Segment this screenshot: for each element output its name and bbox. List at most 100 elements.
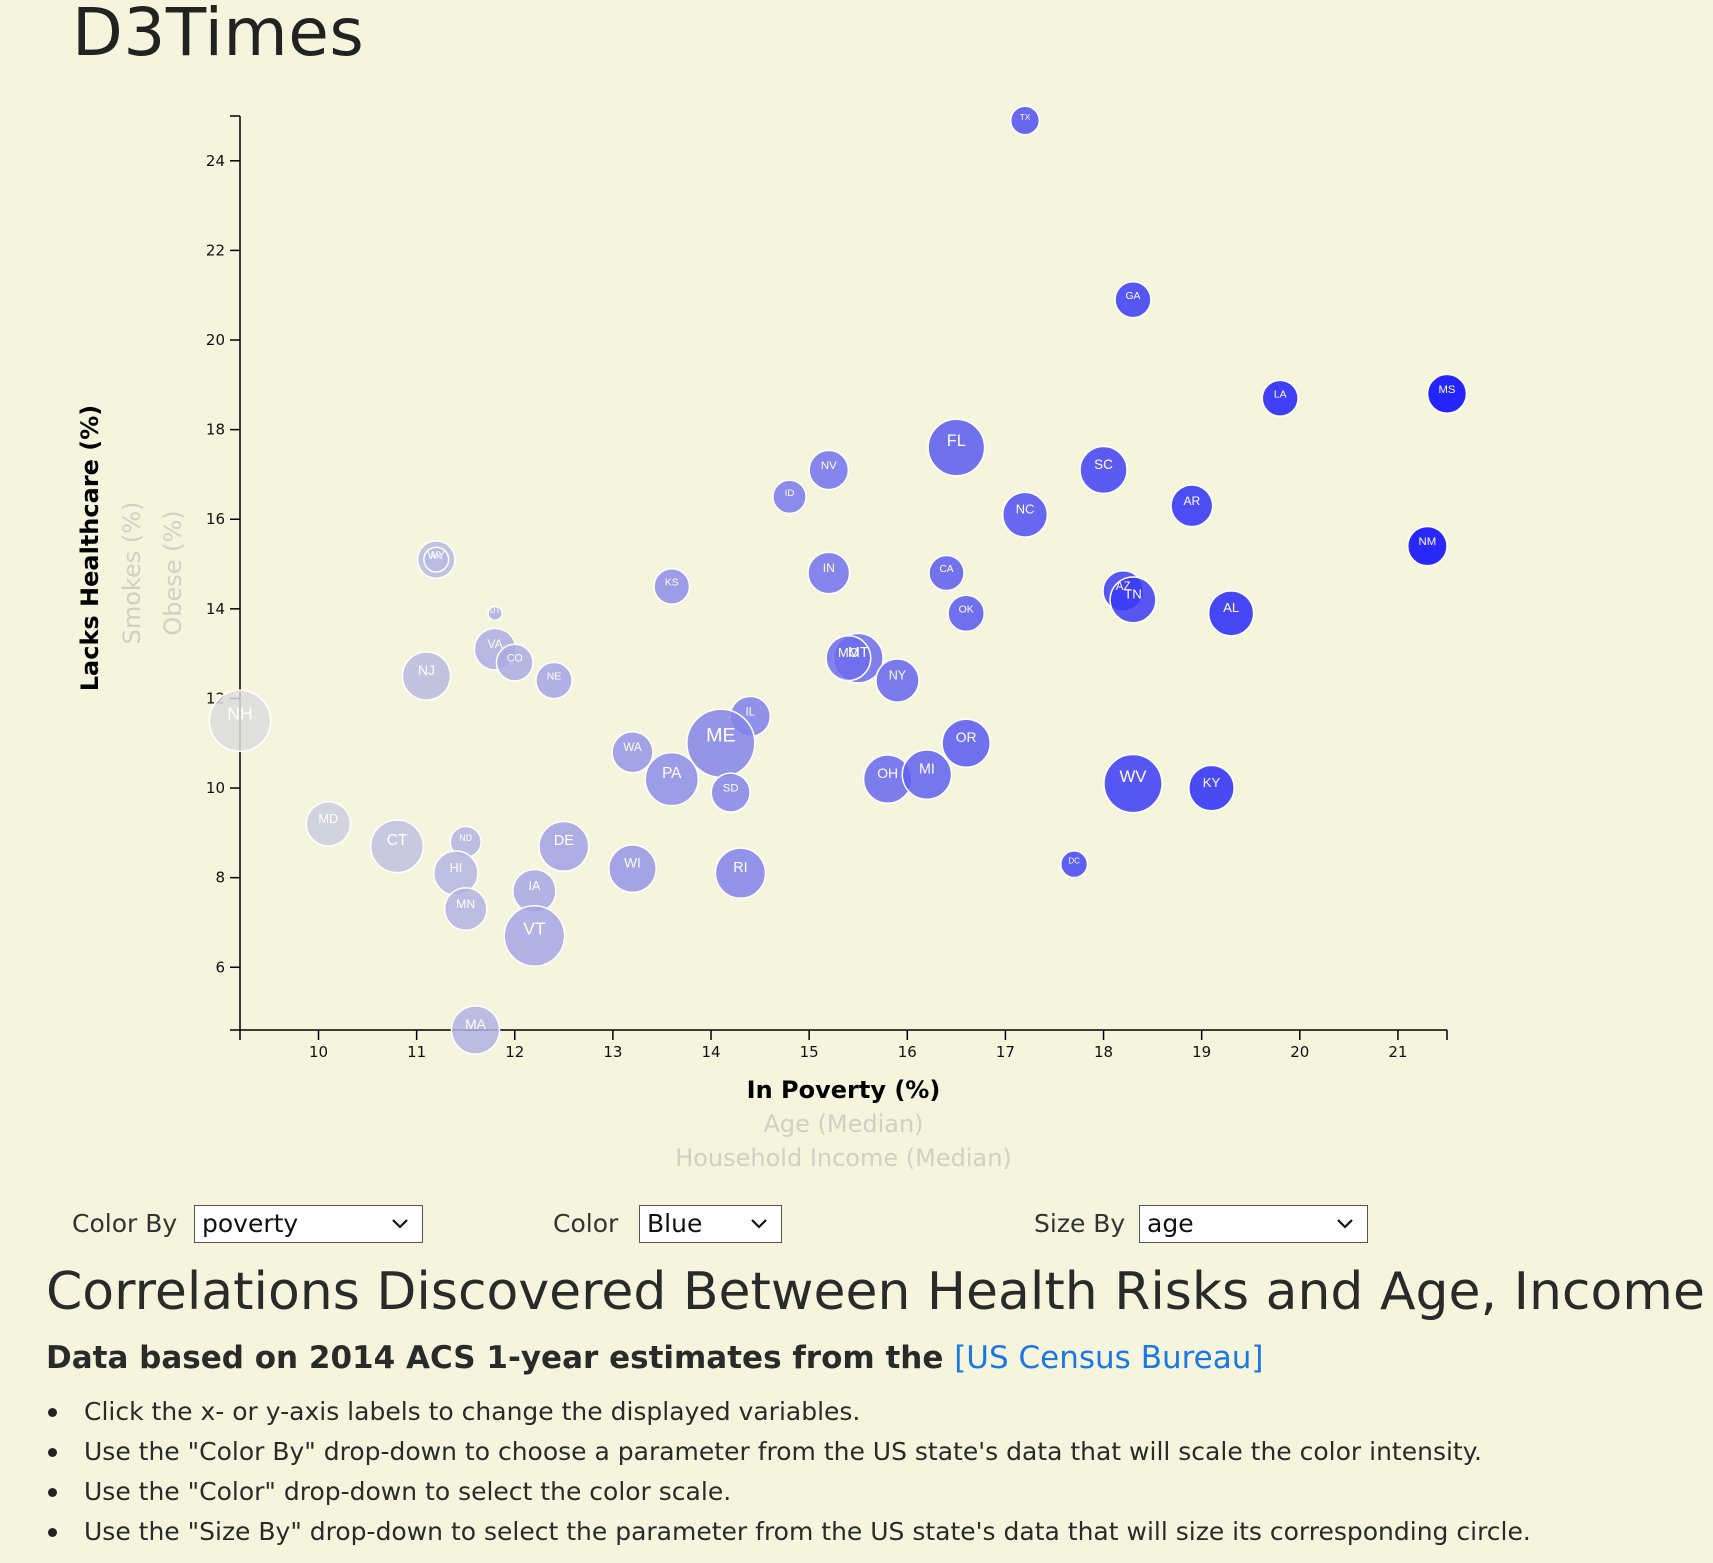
- data-point-ak[interactable]: [423, 546, 450, 573]
- data-point-la[interactable]: [1261, 379, 1299, 417]
- headline: Correlations Discovered Between Health R…: [46, 1262, 1705, 1322]
- note-text: Use the "Color" drop-down to select the …: [84, 1477, 732, 1506]
- data-point-ks[interactable]: [653, 567, 691, 605]
- census-bureau-link[interactable]: [US Census Bureau]: [954, 1340, 1264, 1376]
- x-tick-label: 17: [996, 1043, 1015, 1061]
- data-point-sd[interactable]: [710, 772, 751, 813]
- x-tick-label: 15: [800, 1043, 819, 1061]
- data-point-fl[interactable]: [927, 418, 986, 477]
- note-text: Use the "Size By" drop-down to select th…: [84, 1517, 1531, 1546]
- data-point-ri[interactable]: [714, 847, 767, 899]
- y-tick-label: 18: [206, 421, 225, 439]
- data-point-ca[interactable]: [928, 554, 965, 592]
- data-point-wi[interactable]: [608, 844, 657, 894]
- data-point-de[interactable]: [538, 820, 590, 872]
- data-point-mi[interactable]: [901, 749, 953, 800]
- bullet-icon: [48, 1488, 57, 1497]
- x-tick-label: 14: [701, 1043, 720, 1061]
- controls-bar: Color By poverty Color Blue Size By age: [0, 1205, 1713, 1249]
- data-point-id[interactable]: [772, 479, 807, 515]
- scatter-chart: 10 11 12 13 14 15 16 17 18 19 20 216810121416182022…: [76, 105, 1468, 1172]
- data-point-ar[interactable]: [1170, 484, 1214, 528]
- color-dropdown[interactable]: Blue: [639, 1205, 782, 1243]
- data-point-nj[interactable]: [401, 651, 452, 701]
- data-point-vt[interactable]: [503, 904, 566, 967]
- data-point-pa[interactable]: [644, 751, 700, 807]
- chevron-down-icon: [1337, 1219, 1353, 1229]
- color-by-dropdown[interactable]: poverty: [194, 1205, 423, 1243]
- data-point-ok[interactable]: [947, 594, 986, 633]
- data-point-ut[interactable]: [487, 605, 503, 622]
- x-axis-title-in-poverty[interactable]: In Poverty (%): [747, 1076, 941, 1104]
- list-item: Use the "Size By" drop-down to select th…: [46, 1512, 1531, 1552]
- x-tick-label: 20: [1290, 1043, 1309, 1061]
- data-point-or[interactable]: [941, 718, 991, 769]
- data-point-tn[interactable]: [1109, 576, 1157, 624]
- data-point-nv[interactable]: [808, 449, 850, 491]
- color-by-label: Color By: [72, 1209, 178, 1238]
- data-point-md[interactable]: [305, 801, 352, 847]
- data-point-wv[interactable]: [1103, 753, 1163, 814]
- list-item: Use the "Color" drop-down to select the …: [46, 1472, 1531, 1512]
- y-tick-label: 6: [215, 958, 225, 976]
- data-point-nm[interactable]: [1406, 525, 1448, 567]
- size-by-label: Size By: [1034, 1209, 1126, 1238]
- y-tick-label: 10: [206, 779, 225, 797]
- data-point-mo[interactable]: [825, 635, 872, 682]
- bullet-icon: [48, 1408, 57, 1417]
- y-tick-label: 22: [206, 241, 225, 259]
- brand-title: D3Times: [72, 0, 365, 71]
- list-item: Click the x- or y-axis labels to change …: [46, 1392, 1531, 1432]
- data-point-co[interactable]: [495, 643, 534, 682]
- y-tick-label: 16: [206, 510, 225, 528]
- axes: 10 11 12 13 14 15 16 17 18 19 20 216810121416182022…: [76, 115, 1448, 1172]
- points-layer: [208, 105, 1468, 1055]
- color-by-value: poverty: [202, 1209, 299, 1238]
- data-point-ne[interactable]: [535, 661, 573, 700]
- data-point-ma[interactable]: [450, 1005, 501, 1055]
- y-axis-title-obese[interactable]: Obese (%): [159, 510, 187, 635]
- x-axis-title-household-income-median[interactable]: Household Income (Median): [675, 1144, 1012, 1172]
- notes-list: Click the x- or y-axis labels to change …: [46, 1392, 1531, 1552]
- y-axis-title-smokes[interactable]: Smokes (%): [118, 502, 146, 645]
- y-axis-title-lacks-healthcare[interactable]: Lacks Healthcare (%): [76, 405, 104, 692]
- subhead: Data based on 2014 ACS 1-year estimates …: [46, 1340, 1263, 1376]
- y-tick-label: 24: [206, 152, 225, 170]
- y-tick-label: 8: [215, 869, 225, 887]
- color-label: Color: [553, 1209, 619, 1238]
- data-point-ms[interactable]: [1426, 373, 1468, 414]
- data-point-dc[interactable]: [1060, 850, 1089, 879]
- x-axis-title-age-median[interactable]: Age (Median): [763, 1110, 923, 1138]
- data-point-mn[interactable]: [443, 887, 488, 931]
- data-point-al[interactable]: [1207, 590, 1255, 637]
- chevron-down-icon: [392, 1219, 408, 1229]
- data-point-ky[interactable]: [1188, 764, 1235, 812]
- y-tick-label: 20: [206, 331, 225, 349]
- size-by-dropdown[interactable]: age: [1139, 1205, 1368, 1243]
- x-tick-label: 18: [1094, 1043, 1113, 1061]
- note-text: Click the x- or y-axis labels to change …: [84, 1397, 861, 1426]
- x-tick-label: 12: [505, 1043, 524, 1061]
- data-point-ct[interactable]: [369, 819, 425, 874]
- data-point-nh[interactable]: [208, 689, 272, 753]
- data-point-tx[interactable]: [1010, 105, 1041, 136]
- x-tick-label: 10: [309, 1043, 328, 1061]
- y-tick-label: 14: [206, 600, 225, 618]
- data-point-sc[interactable]: [1079, 445, 1128, 495]
- data-point-me[interactable]: [686, 708, 756, 779]
- data-point-in[interactable]: [807, 551, 851, 595]
- x-tick-label: 21: [1388, 1043, 1407, 1061]
- color-value: Blue: [647, 1209, 703, 1238]
- subhead-text: Data based on 2014 ACS 1-year estimates …: [46, 1340, 955, 1376]
- data-point-ny[interactable]: [875, 658, 920, 703]
- bullet-icon: [48, 1528, 57, 1537]
- x-tick-label: 13: [603, 1043, 622, 1061]
- bullet-icon: [48, 1448, 57, 1457]
- x-tick-label: 16: [898, 1043, 917, 1061]
- size-by-value: age: [1147, 1209, 1194, 1238]
- data-point-ga[interactable]: [1114, 281, 1152, 319]
- note-text: Use the "Color By" drop-down to choose a…: [84, 1437, 1482, 1466]
- list-item: Use the "Color By" drop-down to choose a…: [46, 1432, 1531, 1472]
- data-point-nc[interactable]: [1001, 491, 1049, 538]
- data-point-wa[interactable]: [611, 731, 654, 774]
